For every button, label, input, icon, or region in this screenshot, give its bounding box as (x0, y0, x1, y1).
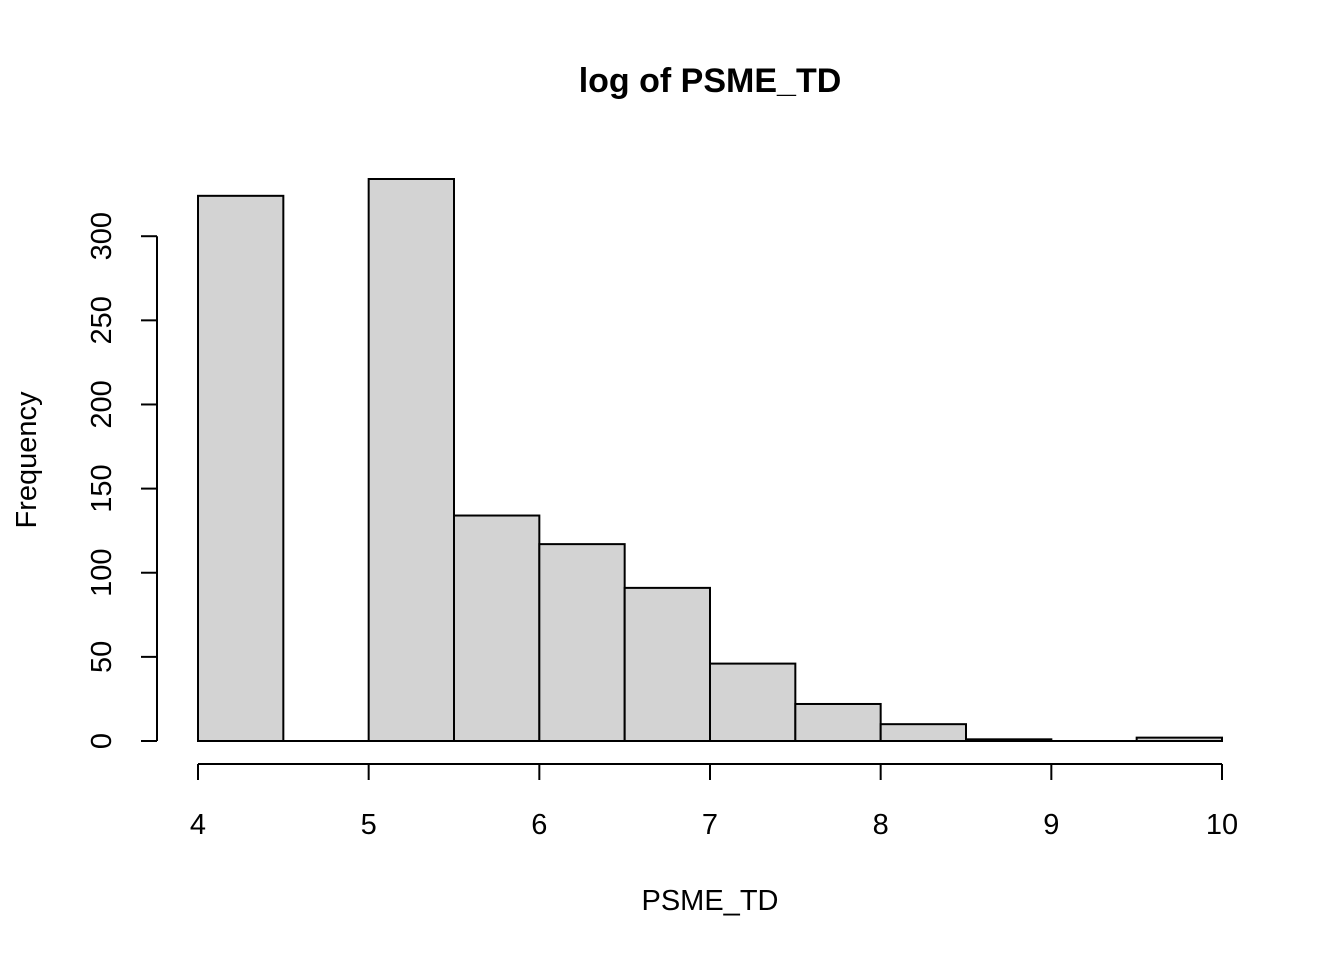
histogram-bar (794, 702, 882, 743)
x-tick-label: 9 (1043, 809, 1059, 841)
histogram-bar (965, 738, 1053, 743)
histogram-bar (367, 178, 455, 742)
x-tick-label: 5 (361, 809, 377, 841)
y-tick-label: 100 (86, 549, 118, 597)
y-tick-label: 50 (86, 641, 118, 673)
y-tick-label: 250 (86, 296, 118, 344)
x-tick-label: 6 (531, 809, 547, 841)
histogram-bar (879, 723, 968, 742)
histogram-bar (453, 514, 541, 742)
x-tick-label: 7 (702, 809, 718, 841)
histogram-bar (197, 194, 285, 742)
x-tick-label: 4 (190, 809, 206, 841)
histogram-bar (538, 543, 626, 742)
y-tick-label: 150 (86, 464, 118, 512)
x-tick-label: 8 (873, 809, 889, 841)
histogram-bar (623, 586, 712, 743)
bars-group (197, 178, 1223, 743)
y-tick-label: 200 (86, 380, 118, 428)
y-axis-label: Frequency (11, 391, 43, 529)
y-tick-label: 300 (86, 212, 118, 260)
chart-title: log of PSME_TD (579, 62, 842, 100)
x-tick-label: 10 (1206, 809, 1238, 841)
histogram-bar (1135, 736, 1223, 742)
histogram-bar (709, 662, 797, 743)
x-axis-label: PSME_TD (642, 885, 779, 917)
x-axis: 4 5 6 7 8 9 10 (190, 763, 1238, 841)
y-axis: 0 50 100 150 200 250 300 (86, 212, 158, 749)
y-tick-label: 0 (86, 733, 118, 749)
